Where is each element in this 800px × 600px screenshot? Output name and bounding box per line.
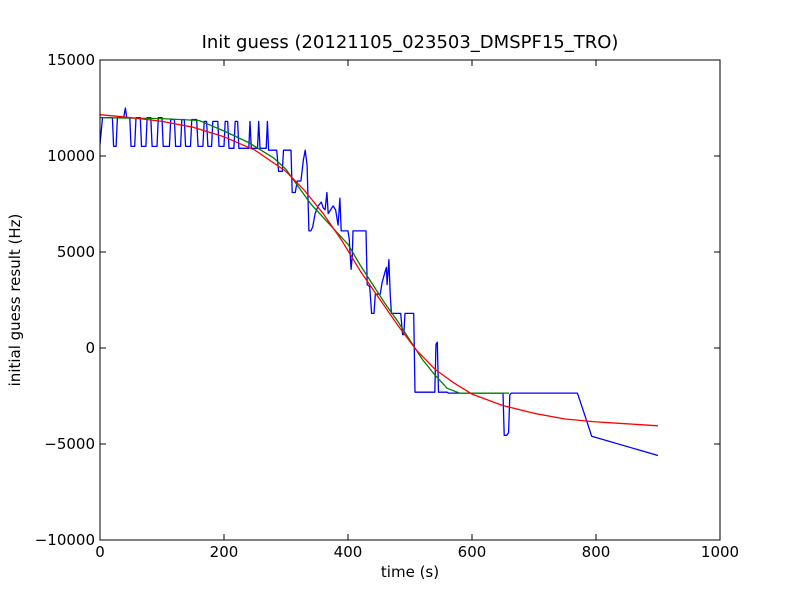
y-axis-label: initial guess result (Hz) (6, 214, 24, 387)
y-tick-label: 10000 (47, 147, 95, 165)
x-axis-label: time (s) (381, 563, 439, 581)
x-tick-label: 0 (95, 543, 105, 561)
y-tick-label: −10000 (35, 531, 95, 549)
ticks-layer: 0 200 400 600 800 1000 −10000 −5000 0 5000 10000 15… (35, 51, 739, 561)
series-line-1 (100, 107, 659, 457)
plot-frame (99, 59, 721, 541)
y-tick-label: 15000 (47, 51, 95, 69)
series-line-2 (100, 116, 510, 394)
x-tick-label: 200 (210, 543, 239, 561)
x-tick-label: 800 (582, 543, 611, 561)
series-layer (100, 107, 659, 457)
chart-title: Init guess (20121105_023503_DMSPF15_TRO) (202, 32, 619, 53)
y-tick-label: 5000 (57, 243, 95, 261)
y-tick-label: −5000 (44, 435, 95, 453)
x-tick-label: 600 (458, 543, 487, 561)
x-tick-label: 1000 (701, 543, 739, 561)
y-tick-label: 0 (85, 339, 95, 357)
series-line-3 (100, 114, 659, 427)
x-tick-label: 400 (334, 543, 363, 561)
